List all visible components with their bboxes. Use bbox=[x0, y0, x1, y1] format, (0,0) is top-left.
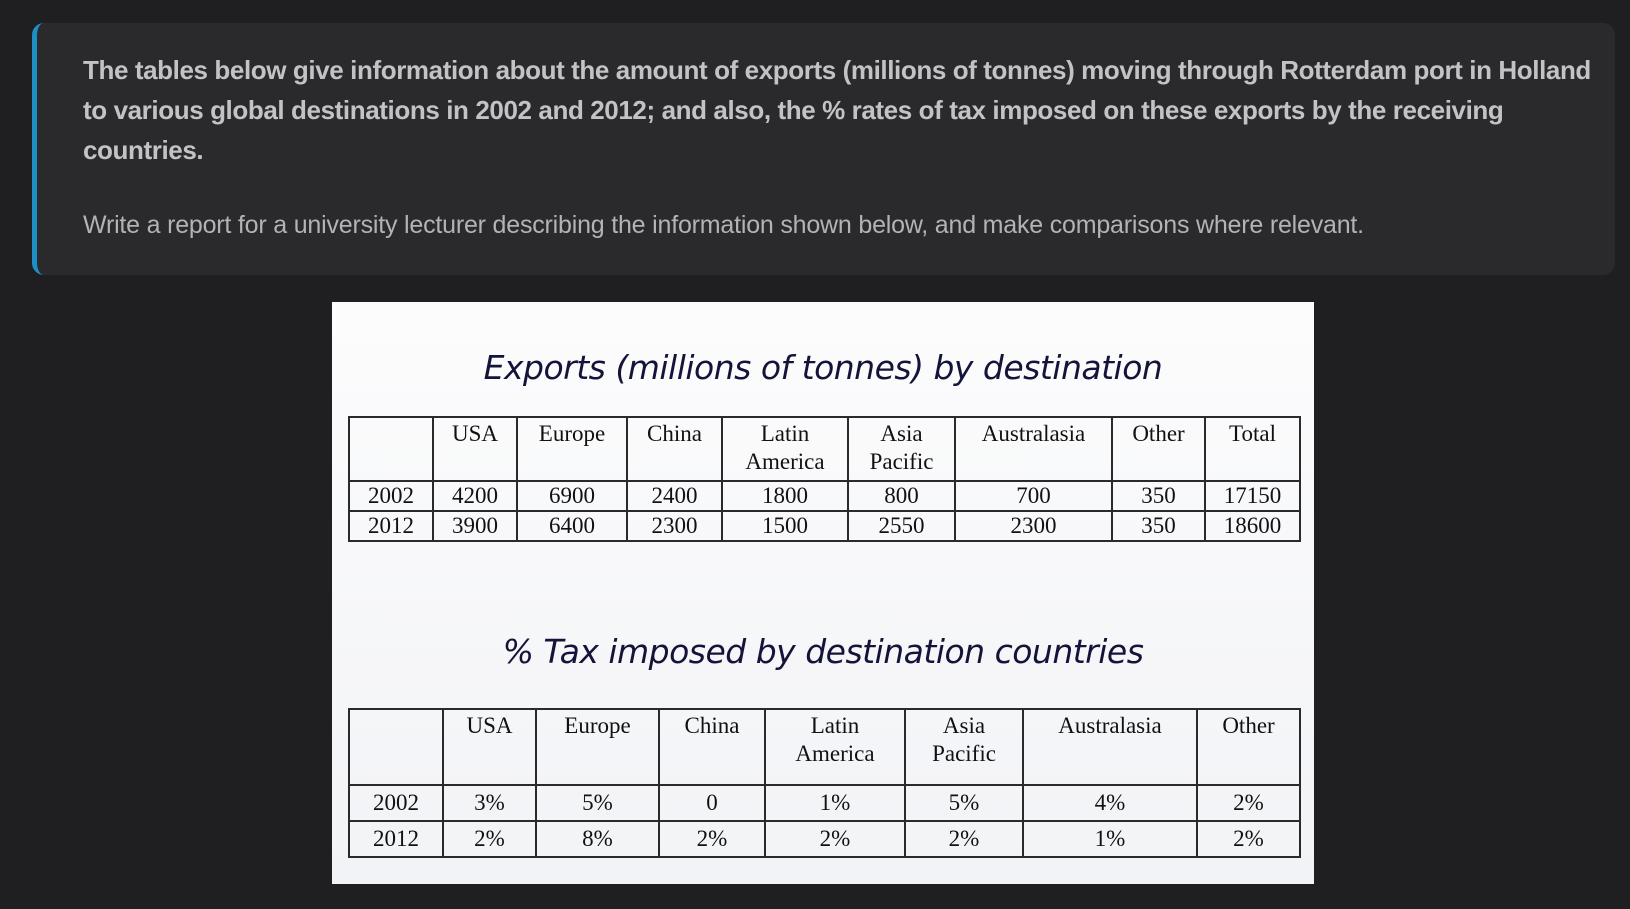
table-row: 2012 3900 6400 2300 1500 2550 2300 350 1… bbox=[348, 510, 1301, 542]
table-cell: 6900 bbox=[516, 480, 628, 512]
table-cell: 1500 bbox=[721, 510, 849, 542]
table-cell: 2012 bbox=[348, 820, 444, 858]
task-description: The tables below give information about … bbox=[83, 55, 1591, 165]
exports-header-cell: Latin America bbox=[721, 416, 849, 482]
table-cell: 1800 bbox=[721, 480, 849, 512]
tax-table: USA Europe China Latin America Asia Paci… bbox=[348, 708, 1301, 858]
table-cell: 2% bbox=[658, 820, 766, 858]
exports-header-cell: Other bbox=[1111, 416, 1206, 482]
tax-table-title: % Tax imposed by destination countries bbox=[502, 632, 1144, 671]
table-row: 2012 2% 8% 2% 2% 2% 1% 2% bbox=[348, 820, 1301, 858]
table-cell: 5% bbox=[904, 784, 1024, 822]
table-cell: 1% bbox=[1022, 820, 1198, 858]
table-cell: 2300 bbox=[954, 510, 1113, 542]
table-cell: 800 bbox=[847, 480, 956, 512]
tax-header-cell: Australasia bbox=[1022, 708, 1198, 786]
table-cell: 700 bbox=[954, 480, 1113, 512]
exports-header-cell: Total bbox=[1204, 416, 1301, 482]
exports-header-row: USA Europe China Latin America Asia Paci… bbox=[348, 416, 1301, 482]
table-cell: 5% bbox=[535, 784, 660, 822]
exports-header-cell: Australasia bbox=[954, 416, 1113, 482]
exports-header-cell: Asia Pacific bbox=[847, 416, 956, 482]
table-cell: 2012 bbox=[348, 510, 434, 542]
tax-header-cell: Europe bbox=[535, 708, 660, 786]
exports-table-title: Exports (millions of tonnes) by destinat… bbox=[483, 348, 1163, 387]
task-instruction: Write a report for a university lecturer… bbox=[83, 211, 1364, 239]
table-cell: 1% bbox=[764, 784, 906, 822]
table-cell: 2% bbox=[1196, 784, 1301, 822]
table-cell: 2400 bbox=[626, 480, 723, 512]
tax-header-cell: USA bbox=[442, 708, 537, 786]
task-prompt-card: The tables below give information about … bbox=[32, 23, 1615, 275]
table-cell: 350 bbox=[1111, 480, 1206, 512]
table-cell: 3900 bbox=[432, 510, 518, 542]
exports-header-cell: China bbox=[626, 416, 723, 482]
table-cell: 4% bbox=[1022, 784, 1198, 822]
table-cell: 2550 bbox=[847, 510, 956, 542]
table-cell: 2002 bbox=[348, 784, 444, 822]
tax-header-cell: Latin America bbox=[764, 708, 906, 786]
table-cell: 17150 bbox=[1204, 480, 1301, 512]
table-row: 2002 3% 5% 0 1% 5% 4% 2% bbox=[348, 784, 1301, 822]
exports-table: USA Europe China Latin America Asia Paci… bbox=[348, 416, 1301, 542]
table-cell: 3% bbox=[442, 784, 537, 822]
tax-header-cell: China bbox=[658, 708, 766, 786]
table-cell: 2% bbox=[442, 820, 537, 858]
tax-header-cell: Asia Pacific bbox=[904, 708, 1024, 786]
tax-header-cell bbox=[348, 708, 444, 786]
table-cell: 8% bbox=[535, 820, 660, 858]
table-cell: 6400 bbox=[516, 510, 628, 542]
table-cell: 350 bbox=[1111, 510, 1206, 542]
table-cell: 2002 bbox=[348, 480, 434, 512]
table-cell: 2300 bbox=[626, 510, 723, 542]
table-cell: 4200 bbox=[432, 480, 518, 512]
table-cell: 18600 bbox=[1204, 510, 1301, 542]
exports-header-cell: USA bbox=[432, 416, 518, 482]
table-row: 2002 4200 6900 2400 1800 800 700 350 171… bbox=[348, 480, 1301, 512]
table-cell: 2% bbox=[1196, 820, 1301, 858]
table-cell: 2% bbox=[764, 820, 906, 858]
table-cell: 2% bbox=[904, 820, 1024, 858]
exports-header-cell bbox=[348, 416, 434, 482]
table-cell: 0 bbox=[658, 784, 766, 822]
task-figure-image: Exports (millions of tonnes) by destinat… bbox=[332, 302, 1314, 884]
tax-header-cell: Other bbox=[1196, 708, 1301, 786]
tax-header-row: USA Europe China Latin America Asia Paci… bbox=[348, 708, 1301, 786]
exports-header-cell: Europe bbox=[516, 416, 628, 482]
